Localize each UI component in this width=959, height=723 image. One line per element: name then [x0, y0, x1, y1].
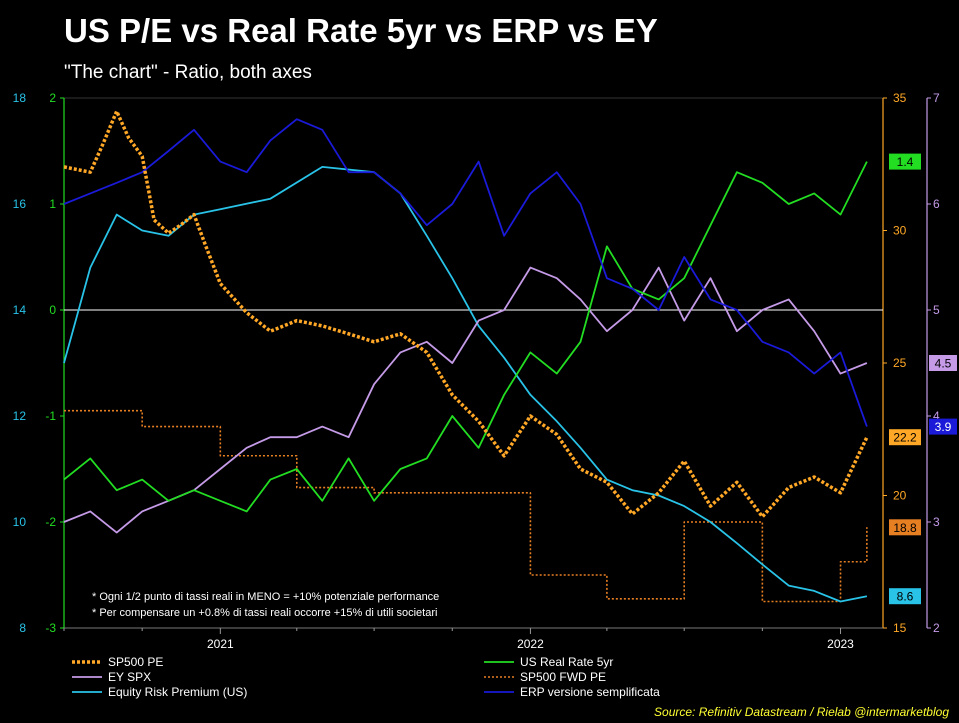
annotation-text: * Ogni 1/2 punto di tassi reali in MENO …	[92, 591, 439, 603]
right_outer-tick-label: 7	[933, 91, 940, 105]
right_inner-tick-label: 35	[893, 91, 907, 105]
left_outer-tick-label: 8	[19, 621, 26, 635]
series-ey-spx	[63, 266, 868, 534]
right_inner-tick-label: 30	[893, 224, 907, 238]
chart-title: US P/E vs Real Rate 5yr vs ERP vs EY	[64, 12, 658, 49]
source-note: Source: Refinitiv Datastream / Rielab @i…	[654, 705, 949, 719]
end-label: 3.9	[935, 420, 952, 434]
right_outer-tick-label: 4	[933, 409, 940, 423]
right_inner-tick-label: 25	[893, 356, 907, 370]
legend-label: EY SPX	[108, 670, 151, 684]
end-label: 22.2	[893, 431, 917, 445]
x-tick-label: 2021	[207, 637, 234, 651]
right_outer-tick-label: 5	[933, 303, 940, 317]
legend-label: Equity Risk Premium (US)	[108, 685, 247, 699]
end-label-box	[889, 588, 921, 605]
legend-label: SP500 PE	[108, 655, 163, 669]
chart-subtitle: "The chart" - Ratio, both axes	[64, 62, 312, 83]
left_inner-tick-label: 1	[49, 197, 56, 211]
right_outer-tick-label: 2	[933, 621, 940, 635]
left_outer-tick-label: 14	[13, 303, 27, 317]
left_inner-tick-label: -1	[45, 409, 56, 423]
right_outer-tick-label: 3	[933, 515, 940, 529]
end-label: 4.5	[935, 357, 952, 371]
legend-label: US Real Rate 5yr	[520, 655, 613, 669]
left_inner-tick-label: 0	[49, 303, 56, 317]
end-label-box	[889, 519, 921, 536]
series-sp500-pe	[63, 109, 869, 519]
x-tick-label: 2023	[827, 637, 854, 651]
left_inner-tick-label: -2	[45, 515, 56, 529]
end-label: 18.8	[893, 521, 917, 535]
end-label-box	[929, 355, 957, 371]
right_outer-tick-label: 6	[933, 197, 940, 211]
left_inner-tick-label: 2	[49, 91, 56, 105]
series-sp500-fwd-pe	[64, 409, 868, 603]
right_inner-tick-label: 15	[893, 621, 907, 635]
end-label-box	[929, 418, 957, 435]
x-tick-label: 2022	[517, 637, 544, 651]
legend-label: SP500 FWD PE	[520, 670, 606, 684]
annotation-text: * Per compensare un +0.8% di tassi reali…	[92, 607, 437, 619]
right_inner-tick-label: 20	[893, 489, 907, 503]
series-erp-versione-semplificata	[63, 118, 868, 427]
end-label-box	[889, 153, 921, 170]
end-label: 1.4	[897, 155, 914, 169]
left_inner-tick-label: -3	[45, 621, 56, 635]
end-label-box	[889, 429, 921, 446]
end-label: 8.6	[897, 590, 914, 604]
left_outer-tick-label: 12	[13, 409, 27, 423]
series-equity-risk-premium-us	[63, 166, 868, 603]
plot-frame	[63, 97, 884, 629]
legend-label: ERP versione semplificata	[520, 685, 660, 699]
left_outer-tick-label: 16	[13, 197, 27, 211]
series-us-real-rate-5yr	[63, 161, 868, 513]
left_outer-tick-label: 18	[13, 91, 27, 105]
left_outer-tick-label: 10	[13, 515, 27, 529]
